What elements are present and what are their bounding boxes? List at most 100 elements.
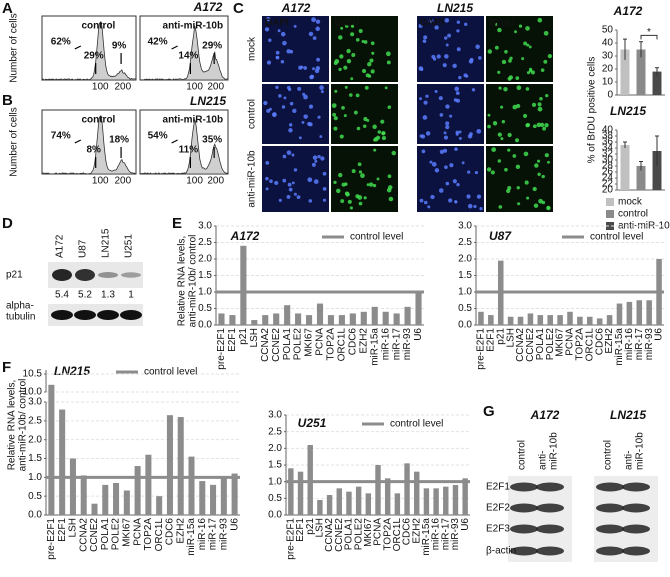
cell bbox=[438, 96, 443, 101]
cell bbox=[444, 18, 450, 23]
cell bbox=[298, 136, 302, 140]
cell bbox=[355, 93, 360, 98]
percent-label: 9% bbox=[112, 41, 127, 52]
cell bbox=[476, 128, 482, 134]
bar bbox=[273, 313, 280, 325]
x-tick-label: E2F1 bbox=[485, 328, 496, 352]
cell bbox=[346, 48, 351, 54]
cell bbox=[370, 69, 375, 74]
cell bbox=[385, 51, 391, 57]
flow-x-tick: 100 bbox=[186, 176, 203, 187]
cell bbox=[275, 85, 279, 90]
cell bbox=[266, 108, 271, 113]
bar bbox=[365, 493, 372, 515]
cell bbox=[351, 53, 356, 57]
cell bbox=[387, 105, 392, 109]
bar bbox=[338, 315, 345, 325]
y-tick-label: 1.5 bbox=[458, 270, 472, 281]
bar bbox=[567, 311, 573, 325]
cell bbox=[376, 177, 380, 181]
cell bbox=[507, 148, 511, 152]
flow-y-label: Number of cells bbox=[9, 13, 20, 82]
cell bbox=[391, 150, 397, 156]
cell bbox=[455, 91, 460, 96]
cell bbox=[526, 43, 530, 47]
cell bbox=[282, 178, 287, 183]
arrow bbox=[171, 45, 178, 50]
cell bbox=[343, 114, 347, 118]
chart-title: A172 bbox=[230, 229, 260, 243]
bar bbox=[636, 166, 646, 190]
cell bbox=[497, 27, 502, 33]
bar bbox=[577, 316, 583, 325]
cell bbox=[501, 120, 506, 124]
bar bbox=[59, 409, 66, 515]
cell bbox=[537, 102, 542, 107]
x-tick-label: PCNA bbox=[373, 518, 384, 546]
cell bbox=[297, 86, 302, 91]
x-tick-label: EZH2 bbox=[411, 518, 422, 544]
cell bbox=[303, 114, 308, 119]
x-tick-label: E2F1 bbox=[227, 328, 238, 352]
cell bbox=[537, 106, 543, 112]
imaging-row-label: anti-miR-10b bbox=[247, 150, 258, 208]
percent-label: 74% bbox=[51, 131, 71, 142]
bar bbox=[166, 415, 173, 515]
x-tick-label: MKI67 bbox=[555, 328, 566, 357]
cell bbox=[314, 68, 320, 74]
cell bbox=[540, 68, 545, 72]
cell bbox=[506, 188, 511, 194]
cell bbox=[333, 180, 337, 185]
cell bbox=[423, 35, 428, 40]
cell bbox=[265, 187, 269, 191]
cell bbox=[532, 186, 537, 192]
bar bbox=[297, 471, 304, 515]
cell bbox=[456, 29, 460, 33]
cell bbox=[536, 122, 542, 128]
cell bbox=[421, 149, 426, 154]
cell bbox=[388, 185, 393, 190]
bar bbox=[262, 315, 269, 325]
cell bbox=[373, 148, 377, 152]
bar bbox=[229, 315, 236, 325]
x-tick-label: POLE2 bbox=[545, 328, 556, 361]
cell bbox=[419, 198, 424, 203]
bar bbox=[69, 458, 76, 515]
cell bbox=[466, 194, 471, 199]
bar bbox=[394, 493, 401, 515]
y-tick-label: 22 bbox=[602, 179, 614, 190]
cell bbox=[358, 201, 363, 206]
cell bbox=[341, 182, 346, 187]
cell bbox=[547, 53, 553, 59]
bar bbox=[452, 485, 459, 515]
bar bbox=[327, 315, 335, 325]
y-tick-label: 3.0 bbox=[268, 410, 282, 421]
cell bbox=[286, 150, 292, 155]
bar bbox=[636, 49, 646, 95]
cell bbox=[368, 182, 374, 187]
bar bbox=[307, 445, 313, 515]
cell bbox=[445, 121, 450, 126]
cell bbox=[372, 183, 377, 188]
bar bbox=[462, 478, 468, 515]
cell bbox=[443, 135, 449, 140]
chart-title: U251 bbox=[298, 416, 327, 430]
x-tick-label: CCNA2 bbox=[324, 518, 335, 552]
panel-letter: B bbox=[2, 92, 13, 109]
y-tick-label: 3.0 bbox=[28, 397, 42, 408]
cell bbox=[428, 18, 434, 24]
cell bbox=[456, 47, 461, 52]
cell bbox=[487, 124, 491, 129]
cell bbox=[500, 137, 504, 141]
cell bbox=[444, 54, 449, 59]
blot-band bbox=[596, 524, 624, 534]
cell bbox=[443, 131, 447, 135]
bar bbox=[423, 488, 430, 515]
cell bbox=[288, 123, 293, 127]
x-tick-label: POLA1 bbox=[282, 328, 293, 361]
cell bbox=[322, 171, 327, 176]
x-tick-label: U6 bbox=[229, 518, 240, 531]
cell bbox=[464, 22, 468, 26]
ratio-label: 1.3 bbox=[101, 290, 115, 301]
